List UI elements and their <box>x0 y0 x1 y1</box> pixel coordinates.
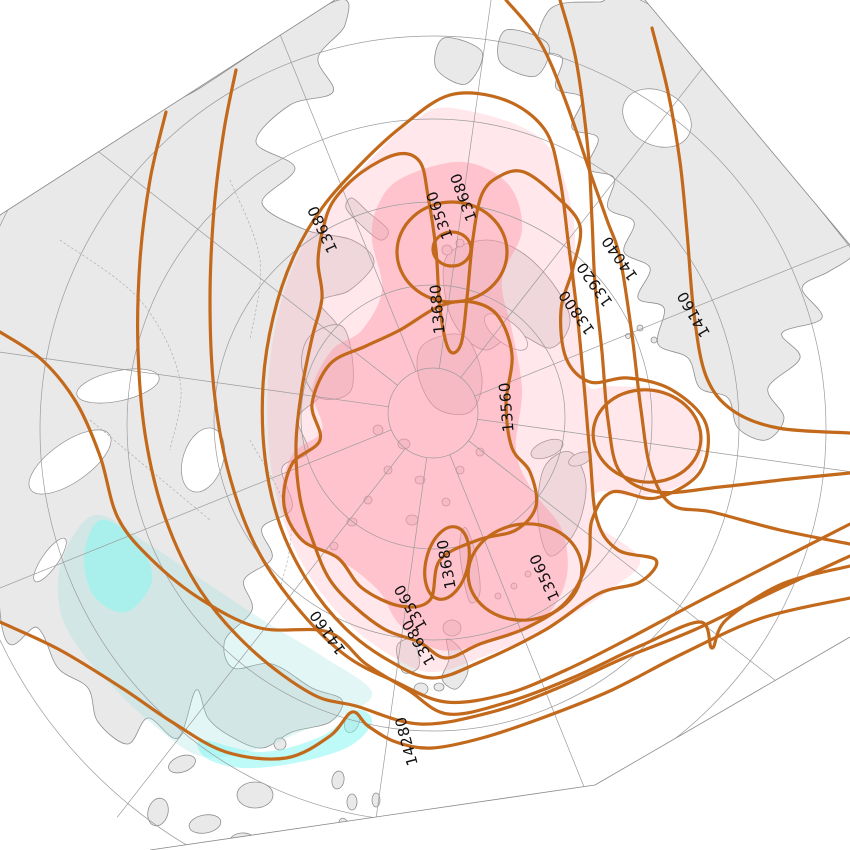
latitude-circle <box>387 367 479 459</box>
meridian-line <box>0 429 392 751</box>
island <box>524 570 532 578</box>
domain-edge-line <box>644 0 850 246</box>
island <box>455 238 465 248</box>
contour-13800-main <box>260 91 659 680</box>
meridian-line <box>477 418 850 539</box>
contour-13680-sakhalin-low <box>423 525 471 601</box>
meridian-line <box>95 0 417 372</box>
island <box>378 823 390 841</box>
island <box>441 497 451 507</box>
admin-border <box>59 239 182 451</box>
land-kamchatka <box>537 451 587 557</box>
island <box>441 244 453 256</box>
domain-edge-line <box>0 0 336 216</box>
contour-13920-northeast <box>558 0 850 495</box>
contour-13560-central <box>282 299 539 609</box>
admin-border <box>89 419 211 521</box>
admin-border <box>229 179 261 341</box>
island <box>494 592 502 600</box>
meridian-line <box>0 287 389 408</box>
anomaly-shading <box>57 107 704 769</box>
island <box>331 770 345 790</box>
land-arctic-land-a <box>301 324 354 400</box>
contour-14160-northeast <box>650 26 850 435</box>
shade-pink-strong <box>281 161 568 651</box>
land-scandinavia <box>442 239 571 351</box>
island <box>147 797 169 827</box>
island <box>442 619 462 637</box>
meridian-line <box>0 448 406 850</box>
island <box>510 582 518 590</box>
contour-14160-west <box>0 330 850 716</box>
contour-14040-west <box>136 110 850 726</box>
island <box>188 814 222 834</box>
meridian-line <box>307 457 428 850</box>
latitude-circle <box>213 201 653 641</box>
contour-13680-main <box>294 151 710 660</box>
island <box>650 336 658 344</box>
meridian-line <box>449 454 771 850</box>
sea-mediterranean <box>28 429 112 495</box>
shade-pink-light <box>267 107 704 673</box>
land-eurasia <box>0 0 375 749</box>
meridian-line <box>474 75 850 397</box>
island <box>229 832 255 848</box>
contour-13560-kamchatka-low <box>466 522 584 622</box>
island <box>414 475 426 485</box>
contour-14040-northeast <box>504 0 850 546</box>
contour-label: 13560 <box>495 381 517 433</box>
contour-13920-west <box>208 68 850 705</box>
island <box>358 834 374 850</box>
height-contours <box>0 0 850 761</box>
latitude-circle <box>300 284 566 550</box>
domain-edge-line <box>149 784 596 850</box>
island <box>168 754 196 774</box>
contour-label: 13680 <box>426 283 448 335</box>
meridian-line <box>438 0 559 369</box>
latitude-circle <box>126 118 740 732</box>
island <box>236 781 274 809</box>
shade-cyan-strong-b <box>197 709 373 769</box>
admin-border <box>249 439 292 591</box>
contour-14280-south <box>0 596 850 761</box>
contour-13680-atlantic-low <box>591 388 703 484</box>
island <box>433 682 445 692</box>
sea-caspian-sea <box>181 427 225 493</box>
island <box>397 438 411 450</box>
land-north-america <box>536 0 850 441</box>
island <box>475 447 485 457</box>
land-chukotka <box>434 37 484 85</box>
domain-edge-line <box>594 636 850 786</box>
island <box>346 793 358 811</box>
island <box>329 541 339 551</box>
island <box>338 817 350 835</box>
